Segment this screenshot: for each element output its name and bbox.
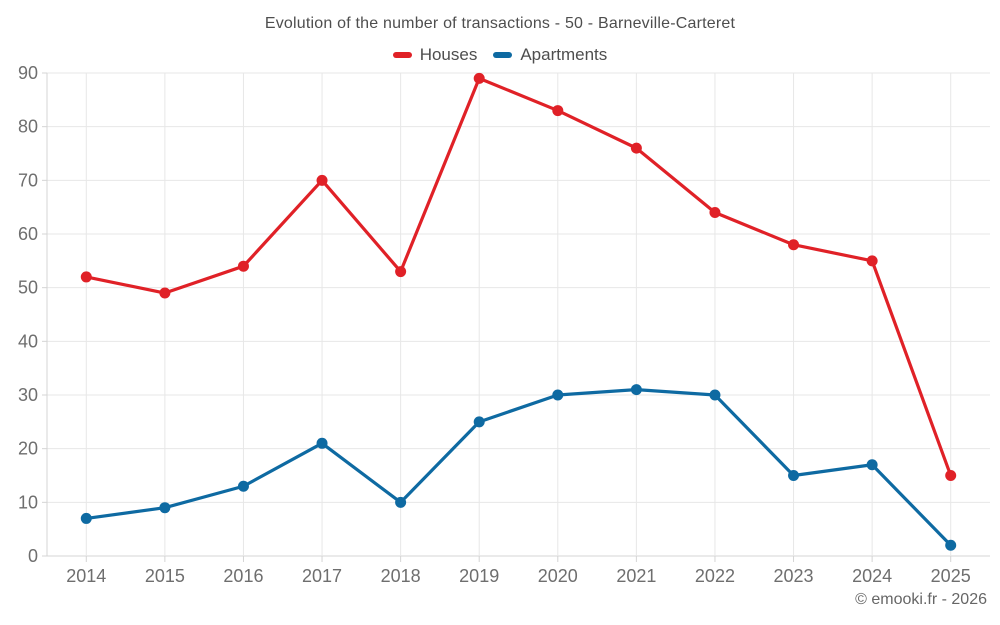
apartments-point-2017[interactable]: [316, 437, 328, 449]
x-axis-label: 2018: [381, 566, 421, 586]
houses-point-2025[interactable]: [945, 470, 957, 481]
y-axis-label: 90: [18, 63, 38, 83]
houses-point-2014[interactable]: [80, 271, 92, 283]
y-axis-label: 10: [18, 492, 38, 512]
legend-item-houses[interactable]: Houses: [392, 45, 478, 65]
x-axis-label: 2017: [302, 566, 342, 586]
houses-point-2018[interactable]: [395, 266, 407, 278]
x-axis-label: 2016: [223, 566, 263, 586]
x-axis-label: 2020: [538, 566, 578, 586]
x-axis-label: 2025: [931, 566, 971, 586]
y-axis-label: 20: [18, 439, 38, 459]
legend-item-apartments[interactable]: Apartments: [493, 45, 607, 65]
apartments-point-2018[interactable]: [395, 496, 407, 508]
houses-point-2016[interactable]: [237, 260, 249, 272]
houses-point-2024[interactable]: [866, 255, 878, 267]
chart-title: Evolution of the number of transactions …: [264, 15, 736, 32]
y-axis-label: 0: [28, 546, 38, 566]
y-axis-label: 60: [18, 224, 38, 244]
apartments-point-2021[interactable]: [630, 384, 642, 396]
apartments-point-2022[interactable]: [709, 389, 721, 401]
apartments-point-2023[interactable]: [788, 470, 800, 481]
houses-point-2023[interactable]: [788, 239, 800, 251]
y-axis-label: 50: [18, 278, 38, 298]
x-axis-label: 2015: [145, 566, 185, 586]
y-axis-label: 30: [18, 385, 38, 405]
y-axis-label: 70: [18, 170, 38, 190]
apartments-point-2015[interactable]: [159, 502, 171, 514]
apartments-point-2019[interactable]: [473, 416, 485, 428]
x-axis-label: 2022: [695, 566, 735, 586]
x-axis-label: 2024: [852, 566, 892, 586]
x-axis-label: 2023: [774, 566, 814, 586]
legend-label-apartments: Apartments: [520, 45, 608, 64]
houses-point-2015[interactable]: [159, 287, 171, 299]
houses-swatch-icon: [392, 52, 412, 58]
y-axis-label: 80: [18, 117, 38, 137]
x-axis-label: 2021: [616, 566, 656, 586]
apartments-point-2016[interactable]: [237, 480, 249, 492]
x-axis-label: 2019: [459, 566, 499, 586]
legend: Houses Apartments: [0, 45, 1000, 65]
apartments-line: [84, 388, 953, 547]
apartments-point-2024[interactable]: [866, 459, 878, 471]
houses-line: [84, 76, 953, 478]
houses-point-2021[interactable]: [630, 142, 642, 154]
apartments-point-2025[interactable]: [945, 539, 957, 551]
houses-point-2017[interactable]: [316, 174, 328, 186]
apartments-swatch-icon: [493, 52, 513, 58]
apartments-point-2020[interactable]: [552, 389, 564, 401]
y-axis-label: 40: [18, 331, 38, 351]
houses-point-2022[interactable]: [709, 207, 721, 219]
copyright-text: © emooki.fr - 2026: [855, 591, 987, 608]
houses-point-2019[interactable]: [473, 72, 485, 84]
x-axis-label: 2014: [66, 566, 106, 586]
houses-point-2020[interactable]: [552, 105, 564, 117]
legend-label-houses: Houses: [419, 45, 478, 64]
apartments-point-2014[interactable]: [80, 512, 92, 524]
